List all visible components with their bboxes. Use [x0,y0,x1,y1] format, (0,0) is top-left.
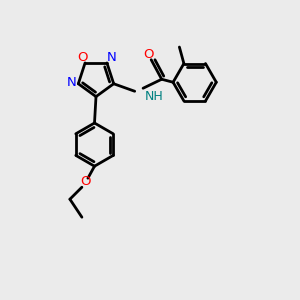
Text: NH: NH [145,90,164,103]
Text: O: O [77,51,88,64]
Text: O: O [80,175,91,188]
Text: N: N [67,76,76,89]
Text: N: N [106,51,116,64]
Text: O: O [143,48,153,61]
